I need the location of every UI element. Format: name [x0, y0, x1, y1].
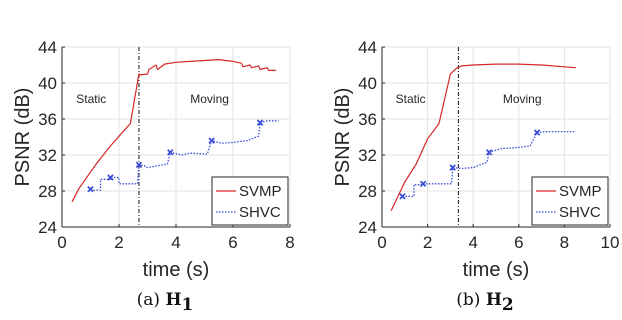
x-axis-label: time (s): [463, 259, 530, 281]
y-tick-label: 44: [358, 38, 377, 57]
data-point-shvc: [256, 119, 264, 126]
x-tick-label: 2: [114, 233, 123, 252]
caption-math: H: [486, 290, 502, 310]
phase-annotation: Moving: [190, 92, 229, 106]
data-point-shvc: [419, 180, 427, 188]
series-line-svmp: [71, 58, 276, 203]
legend-box: [531, 176, 609, 226]
y-tick-label: 28: [358, 182, 377, 201]
legend-label-shvc: SHVC: [239, 204, 281, 221]
y-tick-label: 36: [358, 110, 377, 129]
x-tick-label: 4: [468, 233, 477, 252]
data-point-shvc: [208, 137, 215, 144]
y-tick-label: 36: [38, 110, 57, 129]
y-tick-label: 40: [38, 74, 57, 93]
marker-stroke: [419, 180, 427, 188]
y-tick-label: 32: [38, 146, 57, 165]
marker-stroke: [135, 161, 143, 169]
marker-stroke: [533, 129, 541, 136]
legend-label-shvc: SHVC: [559, 204, 601, 221]
caption-math: H: [165, 290, 181, 310]
legend-label-svmp: SVMP: [239, 183, 282, 200]
x-tick-label: 8: [560, 233, 569, 252]
legend: SVMP SHVC: [211, 176, 289, 226]
series-line-svmp: [390, 63, 576, 212]
legend-label-svmp: SVMP: [559, 183, 602, 200]
x-tick-label: 8: [285, 233, 294, 252]
data-point-shvc: [449, 164, 456, 171]
x-tick-label: 4: [171, 233, 180, 252]
marker-stroke: [256, 119, 264, 126]
caption-label: (a): [137, 290, 166, 310]
y-tick-label: 24: [358, 218, 377, 237]
marker-stroke: [167, 149, 174, 156]
caption-subscript: 1: [182, 295, 194, 315]
marker-stroke: [208, 137, 215, 144]
subfigure-caption: (a) H1: [137, 290, 194, 315]
data-point-shvc: [87, 185, 94, 193]
marker-stroke: [87, 185, 94, 193]
x-tick-label: 6: [514, 233, 523, 252]
y-tick-label: 40: [358, 74, 377, 93]
data-point-shvc: [135, 161, 143, 169]
series-line-shvc: [90, 120, 279, 191]
x-tick-label: 6: [228, 233, 237, 252]
marker-stroke: [449, 164, 456, 171]
legend: SVMP SHVC: [531, 176, 609, 226]
caption-label: (b): [456, 290, 486, 310]
data-point-shvc: [485, 149, 493, 156]
y-tick-label: 28: [38, 182, 57, 201]
x-tick-label: 10: [601, 233, 620, 252]
legend-box: [211, 176, 289, 226]
data-point-shvc: [107, 174, 114, 181]
x-tick-label: 0: [377, 233, 386, 252]
data-point-shvc: [533, 129, 541, 136]
phase-annotation: Static: [76, 92, 106, 106]
data-point-shvc: [167, 149, 174, 156]
y-axis-label: PSNR (dB): [12, 88, 34, 187]
subfigure-caption: (b) H2: [456, 290, 513, 315]
marker-stroke: [107, 174, 114, 181]
x-tick-label: 2: [423, 233, 432, 252]
phase-annotation: Static: [396, 92, 426, 106]
y-tick-label: 32: [358, 146, 377, 165]
x-tick-label: 0: [57, 233, 66, 252]
phase-annotation: Moving: [503, 92, 542, 106]
data-point-shvc: [399, 193, 406, 200]
y-axis-label: PSNR (dB): [332, 88, 354, 187]
caption-subscript: 2: [502, 295, 514, 315]
y-tick-label: 44: [38, 38, 57, 57]
marker-stroke: [399, 193, 406, 200]
y-tick-label: 24: [38, 218, 57, 237]
x-axis-label: time (s): [143, 259, 210, 281]
marker-stroke: [485, 149, 493, 156]
